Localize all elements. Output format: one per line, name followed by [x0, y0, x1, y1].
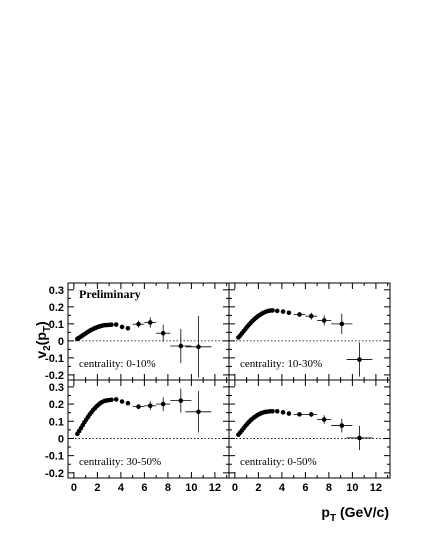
data-point — [147, 320, 153, 325]
y-tick-label: -0.1 — [45, 451, 64, 463]
data-point — [196, 344, 201, 350]
data-point — [339, 423, 345, 428]
panel-2: centrality: 10-30% — [228, 282, 391, 381]
x-tick-label: 10 — [346, 482, 358, 494]
data-point — [308, 412, 314, 417]
data-point — [280, 410, 286, 415]
x-tick-label: 4 — [279, 482, 286, 494]
data-point — [109, 322, 114, 327]
data-point — [160, 401, 166, 407]
data-point — [136, 321, 141, 327]
y-tick-label: 0.1 — [49, 319, 64, 331]
plot-panels: -0.2 -0.1 0 0.1 0.2 0.3 centrality: 0-10% centr… — [45, 282, 391, 494]
x-tick-label: 6 — [302, 482, 308, 494]
x-tick-label: 10 — [185, 482, 197, 494]
data-point — [297, 312, 302, 317]
data-point — [274, 308, 280, 314]
y-tick-label: 0.3 — [49, 285, 64, 297]
preliminary-label: Preliminary — [79, 287, 141, 301]
y-tick-label: 0.3 — [49, 382, 64, 394]
y-tick-label: 0.2 — [49, 302, 64, 314]
data-point — [196, 409, 201, 415]
data-point — [147, 403, 153, 409]
centrality-label: centrality: 30-50% — [79, 456, 161, 468]
data-point — [113, 397, 119, 402]
panel-3: -0.2 -0.1 0 0.1 0.2 0.3 0 2 4 6 8 10 12 centrality: 3… — [45, 379, 230, 494]
data-point — [160, 330, 166, 336]
data-point — [274, 408, 280, 414]
data-point — [270, 408, 275, 414]
data-point — [321, 417, 327, 422]
centrality-label: centrality: 0-50% — [240, 456, 317, 468]
data-point — [280, 309, 286, 314]
y-tick-label: 0.2 — [49, 399, 64, 411]
data-point — [357, 435, 362, 441]
x-tick-label: 8 — [326, 482, 332, 494]
data-point — [178, 343, 184, 349]
data-point — [308, 313, 314, 319]
panel-frame — [228, 379, 391, 479]
y-tick-label: 0 — [58, 433, 64, 445]
centrality-label: centrality: 0-10% — [79, 358, 156, 370]
x-tick-label: 2 — [94, 482, 100, 494]
data-point — [125, 400, 131, 406]
data-point — [286, 411, 292, 416]
data-point — [119, 324, 125, 330]
x-tick-label: 12 — [209, 482, 221, 494]
panel-1: -0.2 -0.1 0 0.1 0.2 0.3 centrality: 0-10% — [45, 282, 230, 382]
data-point — [119, 399, 125, 404]
data-point — [136, 404, 141, 409]
data-point — [297, 412, 302, 417]
data-point — [357, 357, 362, 362]
y-tick-label: 0 — [58, 336, 64, 348]
panel-4: 0 2 4 6 8 10 12 centrality: 0-50% — [228, 379, 391, 494]
data-point — [339, 321, 345, 327]
centrality-label: centrality: 10-30% — [240, 358, 322, 370]
data-point — [286, 310, 292, 316]
x-axis-label: pT (GeV/c) — [321, 504, 389, 524]
x-tick-label: 0 — [232, 482, 238, 494]
x-tick-label: 8 — [165, 482, 171, 494]
data-point — [125, 325, 131, 331]
y-tick-label: -0.1 — [45, 353, 64, 365]
data-point — [109, 397, 114, 403]
x-tick-label: 2 — [255, 482, 261, 494]
data-point — [178, 398, 184, 403]
x-tick-label: 4 — [118, 482, 125, 494]
data-point — [321, 318, 327, 323]
y-axis-label: v2(pT) — [33, 321, 53, 358]
data-point — [113, 322, 119, 327]
x-tick-label: 6 — [141, 482, 147, 494]
y-tick-label: -0.2 — [45, 370, 64, 382]
x-tick-label: 12 — [370, 482, 382, 494]
x-tick-label: 0 — [71, 482, 77, 494]
y-tick-label: -0.2 — [45, 468, 64, 480]
data-point — [270, 308, 275, 313]
y-tick-label: 0.1 — [49, 416, 64, 428]
